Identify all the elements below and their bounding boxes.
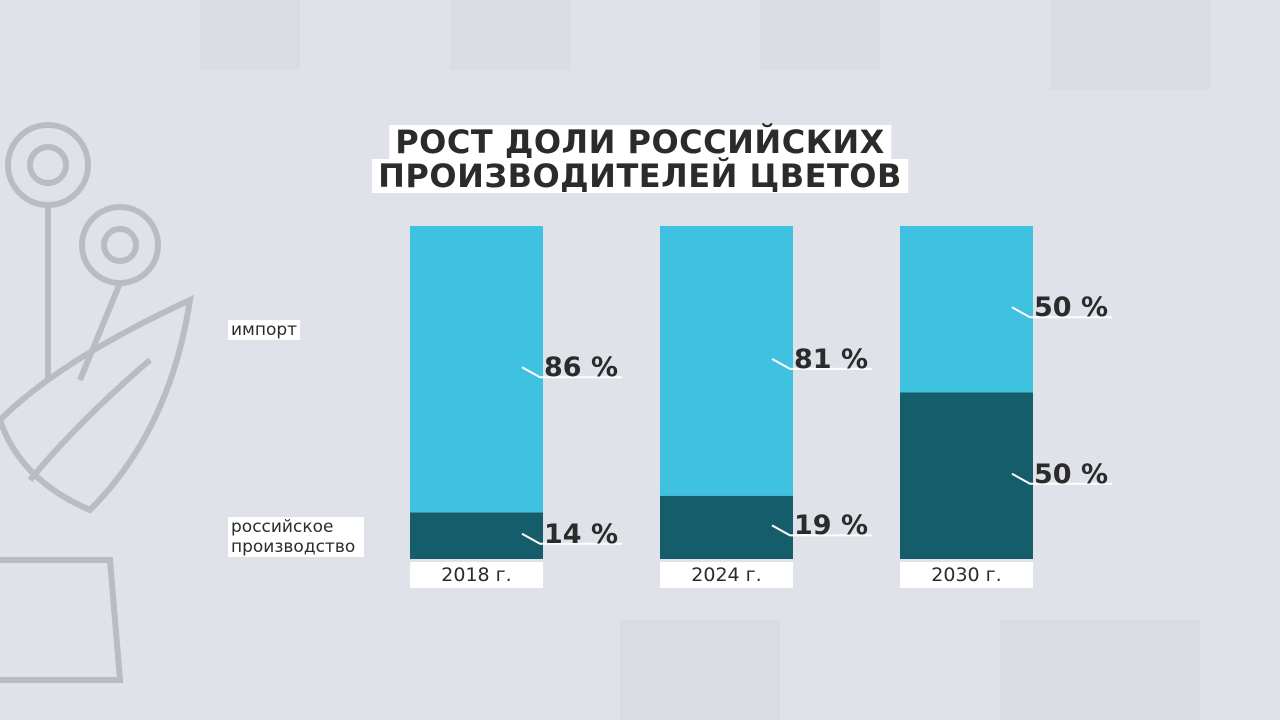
bar-segment (900, 226, 1033, 393)
value-label: 14 % (544, 518, 619, 550)
label-leader (771, 524, 872, 537)
bar-segment (660, 226, 793, 496)
x-tick-label: 2018 г. (410, 562, 543, 588)
chart-title: РОСТ ДОЛИ РОССИЙСКИХ (389, 125, 891, 159)
value-label: 86 % (544, 352, 619, 384)
legend-entry: российское производство (228, 517, 364, 557)
chart-title: ПРОИЗВОДИТЕЛЕЙ ЦВЕТОВ (372, 159, 908, 193)
flower-decoration (0, 122, 194, 683)
x-tick-label: 2030 г. (900, 562, 1033, 588)
value-label: 50 % (1034, 458, 1109, 490)
legend-entry: импорт (228, 320, 301, 340)
bar-segment (660, 495, 793, 559)
value-label: 81 % (794, 343, 869, 375)
bar-segment (410, 226, 543, 513)
label-leader (1011, 306, 1112, 319)
value-label: 50 % (1034, 292, 1109, 324)
bar-segment (900, 392, 1033, 559)
bar-segment (410, 512, 543, 559)
label-leader (771, 357, 872, 370)
label-leader (521, 532, 622, 545)
background-letters (200, 0, 1210, 720)
label-leader (521, 366, 622, 379)
x-tick-label: 2024 г. (660, 562, 793, 588)
value-label: 19 % (794, 510, 869, 542)
label-leader (1011, 472, 1112, 485)
